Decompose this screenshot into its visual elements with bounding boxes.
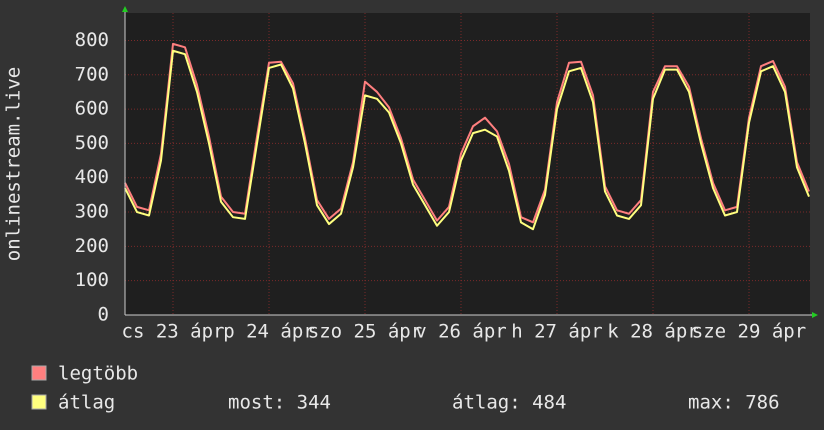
y-tick-label: 500 xyxy=(75,132,109,154)
series-line xyxy=(124,42,810,224)
legend-swatch xyxy=(31,394,47,410)
x-tick-label: cs 23 ápr xyxy=(122,321,225,343)
y-tick-label: 400 xyxy=(75,166,109,188)
y-tick-label: 100 xyxy=(75,269,109,291)
legend-swatch xyxy=(31,365,47,381)
y-tick-label: 200 xyxy=(75,235,109,257)
x-arrow xyxy=(812,312,818,318)
y-tick-label: 0 xyxy=(98,304,109,326)
y-tick-label: 600 xyxy=(75,98,109,120)
series-line xyxy=(124,49,810,231)
x-tick-label: v 26 ápr xyxy=(415,321,507,343)
y-arrow xyxy=(122,6,128,12)
legend-stat: átlag: 484 xyxy=(452,392,566,414)
plot-area xyxy=(125,13,810,315)
legend-stat: most: 344 xyxy=(228,392,331,414)
x-tick-label: sze 29 ápr xyxy=(692,321,806,343)
y-axis-label: onlinestream.live xyxy=(3,67,25,261)
legend-label: átlag xyxy=(58,392,115,414)
x-tick-label: szo 25 ápr xyxy=(308,321,422,343)
x-tick-label: p 24 ápr xyxy=(223,321,315,343)
y-tick-label: 800 xyxy=(75,29,109,51)
y-tick-label: 700 xyxy=(75,63,109,85)
legend-label: legtöbb xyxy=(58,363,138,385)
legend-stat: max: 786 xyxy=(688,392,780,414)
x-tick-label: k 28 ápr xyxy=(607,321,699,343)
x-tick-label: h 27 ápr xyxy=(511,321,603,343)
y-tick-label: 300 xyxy=(75,201,109,223)
